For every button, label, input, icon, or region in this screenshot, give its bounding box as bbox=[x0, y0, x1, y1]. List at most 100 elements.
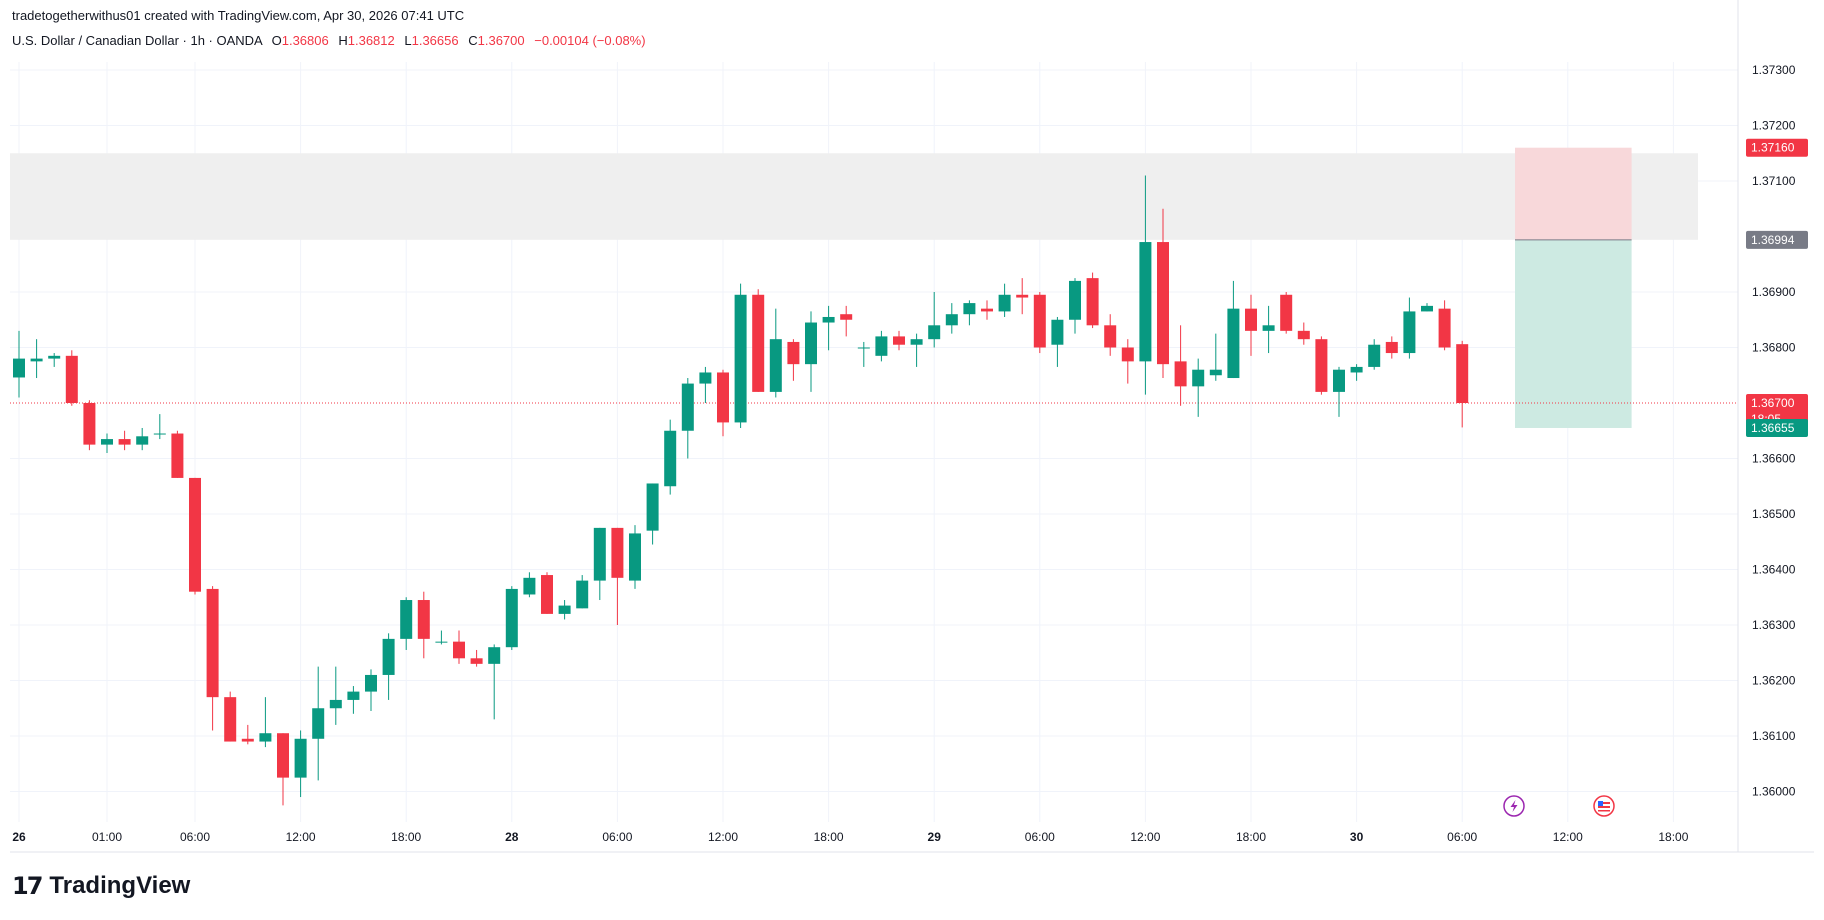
price-tick-label: 1.36300 bbox=[1752, 618, 1796, 632]
candle[interactable] bbox=[365, 669, 377, 712]
candle[interactable] bbox=[593, 527, 606, 601]
candle[interactable] bbox=[840, 305, 853, 337]
tradingview-logo[interactable]: 17 TradingView bbox=[12, 872, 190, 900]
candle[interactable] bbox=[963, 300, 976, 326]
candle[interactable] bbox=[1262, 305, 1275, 354]
candle[interactable] bbox=[136, 427, 149, 451]
candle[interactable] bbox=[752, 289, 765, 392]
candle[interactable] bbox=[805, 311, 817, 392]
candle[interactable] bbox=[945, 303, 958, 334]
price-label-bg bbox=[1746, 418, 1808, 437]
candle[interactable] bbox=[488, 644, 501, 720]
candle[interactable] bbox=[1333, 366, 1345, 417]
candle[interactable] bbox=[717, 369, 729, 437]
stop-loss-area[interactable] bbox=[1515, 147, 1632, 240]
candle[interactable] bbox=[893, 330, 905, 351]
candle[interactable] bbox=[576, 575, 589, 609]
candle[interactable] bbox=[629, 525, 641, 589]
candle[interactable] bbox=[1438, 300, 1451, 351]
candle[interactable] bbox=[259, 697, 272, 748]
candle[interactable] bbox=[875, 330, 888, 362]
candle[interactable] bbox=[1456, 340, 1469, 428]
candle[interactable] bbox=[981, 300, 993, 320]
candle[interactable] bbox=[171, 430, 184, 478]
candle[interactable] bbox=[241, 724, 254, 745]
candle[interactable] bbox=[294, 730, 307, 798]
candle[interactable] bbox=[470, 649, 483, 667]
candle[interactable] bbox=[435, 630, 448, 645]
candle[interactable] bbox=[734, 283, 747, 428]
candle[interactable] bbox=[312, 666, 325, 781]
take-profit-area[interactable] bbox=[1515, 239, 1632, 428]
candle[interactable] bbox=[224, 691, 237, 742]
candle[interactable] bbox=[1139, 175, 1152, 395]
candle[interactable] bbox=[646, 483, 659, 545]
candle[interactable] bbox=[48, 353, 61, 367]
candle[interactable] bbox=[1227, 280, 1240, 379]
candle[interactable] bbox=[822, 305, 835, 351]
candle[interactable] bbox=[153, 414, 166, 440]
candle[interactable] bbox=[558, 600, 571, 620]
candle[interactable] bbox=[83, 400, 96, 451]
candle[interactable] bbox=[13, 330, 25, 398]
candle[interactable] bbox=[189, 477, 201, 595]
candle[interactable] bbox=[206, 586, 219, 731]
candle[interactable] bbox=[541, 572, 553, 614]
candle[interactable] bbox=[1174, 325, 1187, 406]
candle[interactable] bbox=[1016, 278, 1029, 315]
candle[interactable] bbox=[65, 350, 78, 406]
lightning-icon[interactable] bbox=[1503, 795, 1525, 817]
candle[interactable] bbox=[1280, 292, 1293, 334]
event-markers[interactable] bbox=[1503, 795, 1615, 817]
price-label[interactable]: 1.36994 bbox=[1746, 230, 1808, 249]
candle[interactable] bbox=[382, 633, 395, 700]
symbol-legend[interactable]: U.S. Dollar / Canadian Dollar · 1h · OAN… bbox=[12, 33, 646, 48]
candle[interactable] bbox=[277, 733, 289, 806]
candle[interactable] bbox=[1421, 303, 1433, 312]
candle[interactable] bbox=[998, 283, 1011, 317]
candle[interactable] bbox=[1209, 333, 1222, 381]
candle[interactable] bbox=[1192, 358, 1205, 417]
price-axis[interactable]: 1.37300 1.37200 1.37100 1.36900 1.36800 1.366… bbox=[1746, 63, 1808, 799]
candle[interactable] bbox=[329, 666, 342, 725]
candle[interactable] bbox=[505, 586, 518, 650]
candle[interactable] bbox=[1157, 208, 1169, 379]
price-label[interactable]: 1.37160 bbox=[1746, 138, 1808, 157]
candle[interactable] bbox=[928, 292, 941, 348]
candle[interactable] bbox=[1104, 314, 1117, 356]
price-label[interactable]: 1.36655 bbox=[1746, 418, 1808, 437]
candle[interactable] bbox=[101, 433, 113, 453]
candle[interactable] bbox=[910, 333, 923, 367]
candle[interactable] bbox=[453, 630, 465, 664]
candle[interactable] bbox=[787, 339, 800, 381]
candle[interactable] bbox=[857, 341, 870, 367]
price-chart[interactable]: 1.37300 1.37200 1.37100 1.36900 1.36800 1.366… bbox=[0, 0, 1824, 860]
candle[interactable] bbox=[1051, 316, 1064, 367]
candle[interactable] bbox=[664, 419, 677, 495]
candle[interactable] bbox=[1033, 292, 1046, 354]
candle[interactable] bbox=[1403, 297, 1416, 359]
candle-body bbox=[505, 588, 518, 648]
candle[interactable] bbox=[681, 378, 694, 459]
candle[interactable] bbox=[1297, 322, 1310, 345]
candle[interactable] bbox=[1368, 339, 1381, 370]
candle[interactable] bbox=[1350, 364, 1363, 381]
candle[interactable] bbox=[523, 572, 536, 598]
candle[interactable] bbox=[1069, 278, 1081, 334]
candle-body bbox=[611, 527, 624, 578]
candle[interactable] bbox=[1086, 272, 1099, 329]
candle[interactable] bbox=[400, 597, 413, 650]
candle[interactable] bbox=[611, 527, 624, 625]
candle[interactable] bbox=[1315, 336, 1328, 395]
candle[interactable] bbox=[1121, 339, 1134, 384]
time-axis[interactable]: 26 01:00 06:00 12:00 18:00 28 06:00 12:00 18:00 2… bbox=[12, 830, 1688, 844]
candle[interactable] bbox=[347, 686, 360, 714]
candle[interactable] bbox=[769, 308, 782, 398]
candle[interactable] bbox=[30, 339, 43, 379]
candle[interactable] bbox=[699, 366, 712, 403]
candle[interactable] bbox=[1385, 336, 1398, 359]
candle[interactable] bbox=[118, 430, 131, 451]
candle[interactable] bbox=[1245, 294, 1257, 356]
candle[interactable] bbox=[417, 591, 430, 659]
us-flag-icon[interactable] bbox=[1593, 795, 1615, 817]
